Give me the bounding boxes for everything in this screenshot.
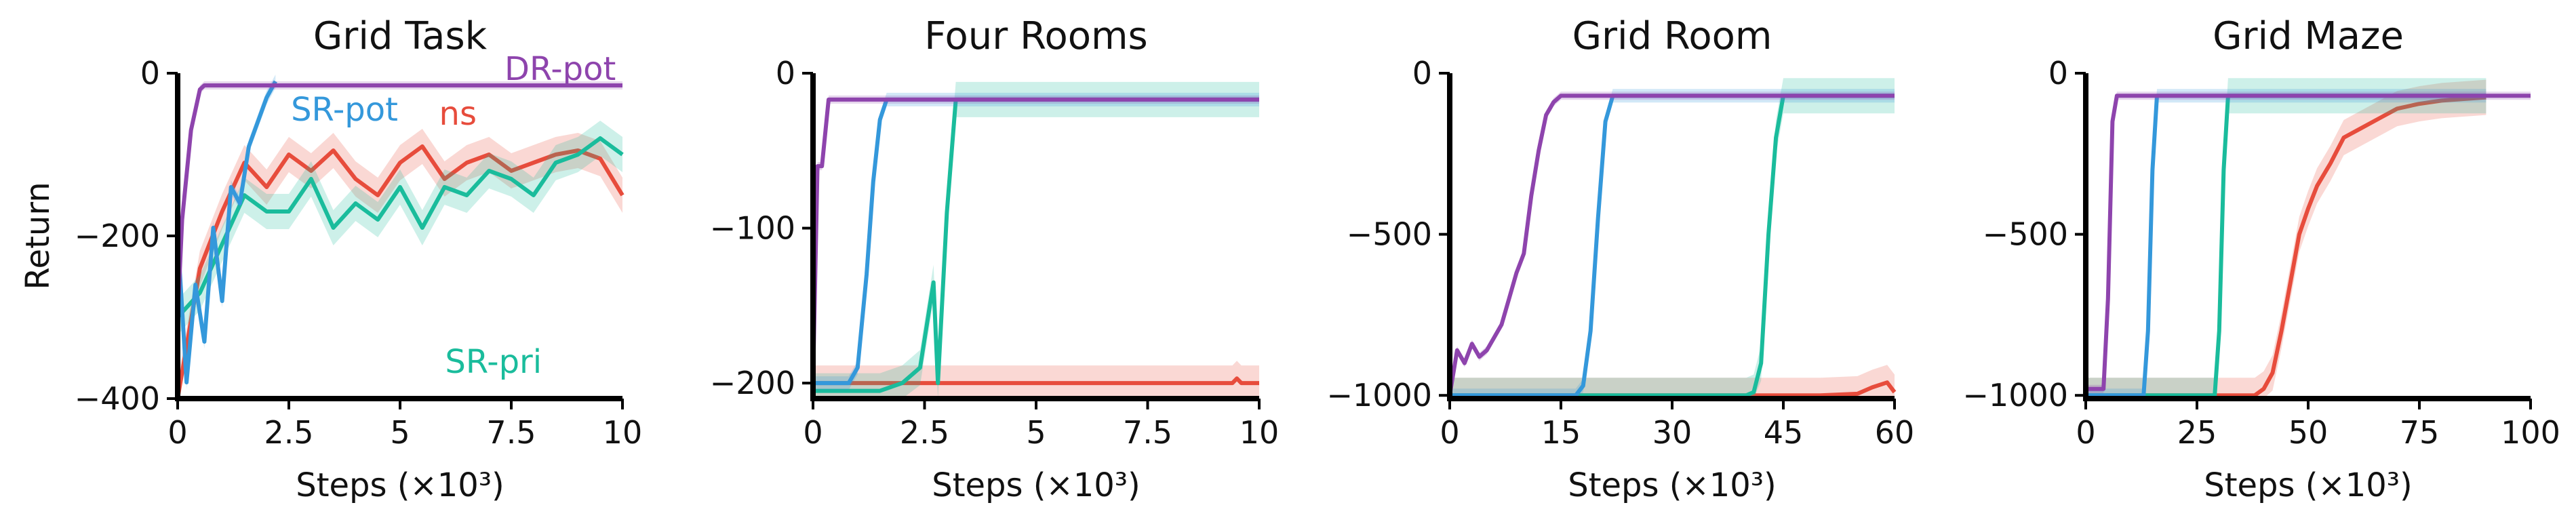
panel-1-series-ns [176,144,625,399]
panel-3-x-label: Steps (×10³) [1568,466,1777,504]
panel-1-y-tick-label: −400 [75,380,160,417]
panel-4-x-tick-label: 25 [2177,414,2217,451]
panel-2-y-tick-label: −200 [710,365,795,401]
panel-1: 0 2.5 5 7.5 10 −400 −200 0 Grid Task Steps (×10³)… [19,14,642,504]
panel-4-x-tick-label: 0 [2076,414,2095,451]
panel-1-x-tick-label: 5 [390,414,410,451]
panel-4-x-tick-label: 50 [2288,414,2329,451]
panel-3-series-sr-pot [1450,94,1895,398]
panel-3-y-tick-label: −1000 [1326,377,1432,414]
panel-1-y-tick-label: 0 [140,55,160,92]
panel-1-x-tick-label: 2.5 [264,414,313,451]
panel-4-y-tick-label: −1000 [1962,377,2068,414]
panel-1-y-label: Return [19,182,57,289]
panel-1-annotation-dr-pot: DR-pot [504,50,616,88]
panel-2-band-dr-pot [813,95,1259,388]
panel-3-x-tick-label: 45 [1764,414,1804,451]
panel-4-x-tick-label: 75 [2400,414,2440,451]
panel-2-x-tick-label: 10 [1240,414,1280,451]
panel-1-series-sr-pri [176,136,624,319]
panel-4-x-tick-label: 100 [2501,414,2560,451]
panel-4: 0 25 50 75 100 −1000 −500 0 Grid Maze Steps (×10³… [1962,14,2560,504]
panel-4-band-sr-pri [2086,78,2486,399]
panel-3-band-sr-pot [1450,89,1895,399]
panel-3-y-tick-label: −500 [1347,216,1432,253]
panel-1-y-tick-label: −200 [75,218,160,254]
panel-3-x-tick-label: 15 [1541,414,1581,451]
panel-2: 0 2.5 5 7.5 10 −200 −100 0 Four Rooms Steps (×10³… [710,14,1280,504]
panel-4-series-sr-pot [2086,94,2486,398]
panel-1-series-sr-pot [176,80,277,384]
panel-4-x-label: Steps (×10³) [2204,466,2413,504]
panel-3-band-sr-pri [1450,78,1895,399]
panel-3-x-tick-label: 0 [1440,414,1459,451]
panel-2-band-ns [813,361,1259,399]
panel-2-y-tick-label: 0 [776,55,795,92]
panel-3-band-ns [1450,365,1895,399]
panel-3-y-tick-label: 0 [1412,55,1432,92]
panel-2-series-sr-pot [813,97,1259,386]
panel-2-band-sr-pri [813,81,1259,399]
panel-3-band-dr-pot [1450,92,1895,399]
panel-1-title: Grid Task [313,14,488,58]
panel-1-x-label: Steps (×10³) [296,466,504,504]
panel-3-title: Grid Room [1572,14,1772,58]
panel-2-series-dr-pot [811,97,1259,384]
panel-1-x-tick-label: 7.5 [486,414,536,451]
panel-2-x-label: Steps (×10³) [932,466,1141,504]
panel-1-x-tick-label: 0 [167,414,187,451]
panel-4-series-dr-pot [2086,94,2531,391]
panel-2-x-tick-label: 0 [803,414,823,451]
panel-4-y-tick-label: 0 [2048,55,2068,92]
panel-3: 0 15 30 45 60 −1000 −500 0 Grid Room Steps (×10³) [1326,14,1914,504]
panel-3-x-tick-label: 60 [1875,414,1915,451]
panel-1-band-sr-pri [178,121,622,335]
panel-1-annotation-sr-pri: SR-pri [445,343,542,381]
panel-3-x-tick-label: 30 [1652,414,1692,451]
panel-2-x-tick-label: 7.5 [1123,414,1172,451]
panel-2-x-tick-label: 2.5 [900,414,949,451]
panel-1-annotation-sr-pot: SR-pot [291,91,398,129]
panel-1-annotation-ns: ns [439,95,477,133]
panel-4-y-tick-label: −500 [1983,216,2068,253]
panel-2-series-sr-pri [813,97,1259,393]
panel-2-y-tick-label: −100 [710,210,795,247]
panel-1-series-dr-pot [176,83,622,318]
panel-2-x-tick-label: 5 [1026,414,1046,451]
panel-2-title: Four Rooms [924,14,1147,58]
panel-3-series-sr-pri [1450,94,1895,398]
panel-4-band-ns [2086,79,2486,399]
panel-1-x-tick-label: 10 [603,414,643,451]
panel-4-title: Grid Maze [2213,14,2404,58]
panel-3-series-dr-pot [1448,94,1895,396]
panel-4-series-ns [2086,95,2486,398]
